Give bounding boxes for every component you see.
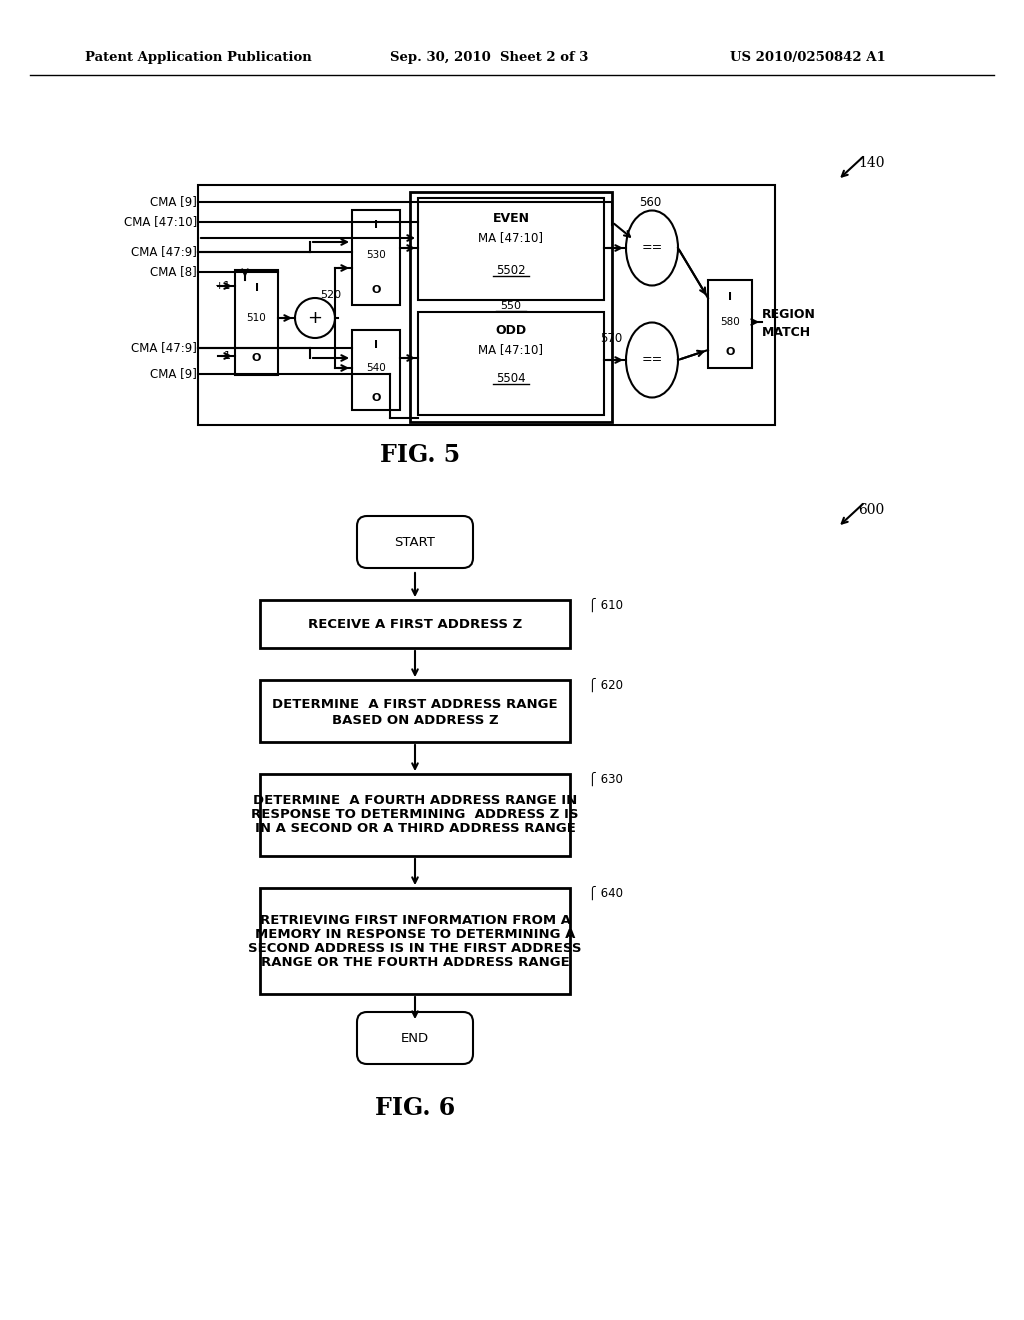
Text: ⎧ 620: ⎧ 620 [588,678,623,692]
Text: +: + [307,309,323,327]
Text: RECEIVE A FIRST ADDRESS Z: RECEIVE A FIRST ADDRESS Z [308,618,522,631]
Bar [260,601,570,648]
Text: I: I [255,282,258,293]
Text: 510: 510 [247,313,266,323]
Text: SECOND ADDRESS IS IN THE FIRST ADDRESS: SECOND ADDRESS IS IN THE FIRST ADDRESS [248,941,582,954]
Text: CMA [47:9]: CMA [47:9] [131,246,197,259]
Text: 530: 530 [367,249,386,260]
Text: MATCH: MATCH [762,326,811,338]
Text: RETRIEVING FIRST INFORMATION FROM A: RETRIEVING FIRST INFORMATION FROM A [259,913,570,927]
Bar [260,888,570,994]
Text: 540: 540 [367,363,386,374]
Text: RESPONSE TO DETERMINING  ADDRESS Z IS: RESPONSE TO DETERMINING ADDRESS Z IS [251,808,579,821]
Text: CMA [9]: CMA [9] [151,195,197,209]
Bar [708,280,752,368]
Text: MA [47:10]: MA [47:10] [478,343,544,356]
Text: O: O [372,285,381,294]
Text: ⎧ 630: ⎧ 630 [588,772,623,787]
Text: CMA [9]: CMA [9] [151,367,197,380]
Text: O: O [252,352,261,363]
Text: END: END [401,1031,429,1044]
Text: +1: +1 [215,281,231,290]
Text: I: I [374,220,378,230]
Text: ODD: ODD [496,323,526,337]
Text: START: START [394,536,435,549]
Text: -1: -1 [220,351,231,360]
Bar [418,198,604,300]
Text: 140: 140 [858,156,885,170]
Text: IN A SECOND OR A THIRD ADDRESS RANGE: IN A SECOND OR A THIRD ADDRESS RANGE [255,822,575,836]
Text: BASED ON ADDRESS Z: BASED ON ADDRESS Z [332,714,499,727]
Text: RANGE OR THE FOURTH ADDRESS RANGE: RANGE OR THE FOURTH ADDRESS RANGE [261,956,569,969]
Text: O: O [372,393,381,403]
Text: 5502: 5502 [497,264,525,276]
Bar [352,210,400,305]
Text: 560: 560 [639,195,662,209]
Text: ==: == [641,354,663,367]
Text: EVEN: EVEN [493,211,529,224]
Text: Patent Application Publication: Patent Application Publication [85,51,311,65]
Text: CMA [8]: CMA [8] [151,265,197,279]
Text: ==: == [641,242,663,255]
Text: 520: 520 [319,290,341,300]
Bar [198,185,775,425]
Text: MA [47:10]: MA [47:10] [478,231,544,244]
Text: I: I [728,292,732,302]
Bar [260,680,570,742]
Text: 570: 570 [600,331,622,345]
Bar [260,774,570,855]
FancyBboxPatch shape [357,1012,473,1064]
Text: DETERMINE  A FIRST ADDRESS RANGE: DETERMINE A FIRST ADDRESS RANGE [272,698,558,711]
Text: MEMORY IN RESPONSE TO DETERMINING A: MEMORY IN RESPONSE TO DETERMINING A [255,928,575,940]
Text: ⎧ 640: ⎧ 640 [588,886,623,900]
Text: CMA [47:9]: CMA [47:9] [131,342,197,355]
Text: US 2010/0250842 A1: US 2010/0250842 A1 [730,51,886,65]
Text: 5504: 5504 [497,371,525,384]
Bar [352,330,400,411]
Bar [418,312,604,414]
Text: O: O [725,347,734,356]
Text: Sep. 30, 2010  Sheet 2 of 3: Sep. 30, 2010 Sheet 2 of 3 [390,51,589,65]
Text: I: I [374,341,378,350]
Text: 600: 600 [858,503,885,517]
Text: REGION: REGION [762,309,816,322]
Bar [410,191,612,422]
Text: CMA [47:10]: CMA [47:10] [124,215,197,228]
Text: FIG. 5: FIG. 5 [380,444,460,467]
FancyBboxPatch shape [357,516,473,568]
Text: ⎧ 610: ⎧ 610 [588,598,623,612]
Text: 550: 550 [501,301,521,312]
Text: 580: 580 [720,317,740,327]
Bar [234,271,278,375]
Text: FIG. 6: FIG. 6 [375,1096,455,1119]
Text: DETERMINE  A FOURTH ADDRESS RANGE IN: DETERMINE A FOURTH ADDRESS RANGE IN [253,795,578,808]
